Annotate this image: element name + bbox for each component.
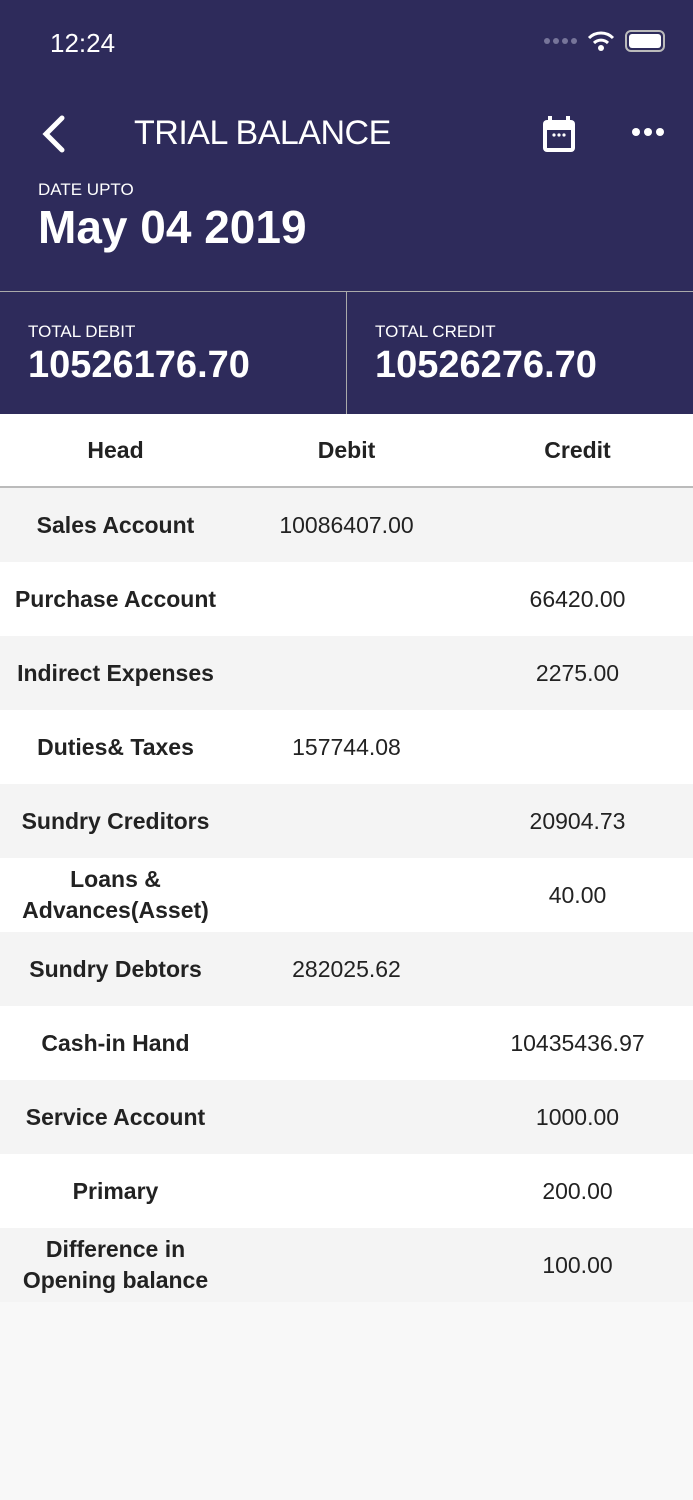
table-row[interactable]: Difference in Opening balance 100.00 [0, 1228, 693, 1302]
cell-head: Sundry Creditors [21, 807, 210, 834]
total-debit-value: 10526176.70 [28, 344, 250, 386]
table-row[interactable]: Primary 200.00 [0, 1154, 693, 1228]
battery-icon [625, 30, 665, 52]
app-header: 12:24 TRIAL BALANCE DATE UPTO May 04 201… [0, 0, 693, 414]
cell-head: Service Account [25, 1103, 206, 1130]
table-row[interactable]: Service Account 1000.00 [0, 1080, 693, 1154]
cell-credit: 20904.73 [529, 807, 626, 834]
table-header: Head Debit Credit [0, 414, 693, 488]
cell-credit: 66420.00 [529, 585, 626, 612]
cell-head: Primary [72, 1177, 159, 1204]
table-body: Sales Account 10086407.00 Purchase Account… [0, 488, 693, 1302]
table-row[interactable]: Sales Account 10086407.00 [0, 488, 693, 562]
cell-head: Sales Account [36, 511, 195, 538]
signal-icon [544, 38, 577, 44]
cell-head: Duties& Taxes [37, 733, 194, 760]
status-time: 12:24 [50, 28, 116, 58]
cell-head: Loans & Advances(Asset) [22, 866, 209, 923]
table-row[interactable]: Sundry Debtors 282025.62 [0, 932, 693, 1006]
cell-head: Cash-in Hand [41, 1029, 190, 1056]
cell-head: Sundry Debtors [29, 955, 202, 982]
total-debit: TOTAL DEBIT 10526176.70 [0, 292, 346, 414]
page-title: TRIAL BALANCE [134, 114, 391, 152]
table-row[interactable]: Duties& Taxes 157744.08 [0, 710, 693, 784]
table-row[interactable]: Indirect Expenses 2275.00 [0, 636, 693, 710]
wifi-icon [587, 31, 615, 51]
cell-debit: 282025.62 [292, 955, 401, 982]
cell-credit: 40.00 [548, 881, 607, 908]
cell-head: Purchase Account [14, 585, 217, 612]
back-icon[interactable] [36, 112, 76, 156]
cell-debit: 10086407.00 [279, 511, 414, 538]
date-upto-value[interactable]: May 04 2019 [38, 201, 307, 253]
table-row[interactable]: Cash-in Hand 10435436.97 [0, 1006, 693, 1080]
date-label: DATE UPTO [38, 180, 134, 199]
total-credit-label: TOTAL CREDIT [375, 322, 496, 341]
cell-credit: 1000.00 [535, 1103, 620, 1130]
cell-head: Indirect Expenses [17, 659, 214, 686]
cell-credit: 200.00 [542, 1177, 613, 1204]
cell-debit: 157744.08 [292, 733, 401, 760]
calendar-icon[interactable] [540, 114, 578, 154]
total-debit-label: TOTAL DEBIT [28, 322, 136, 341]
cell-head: Difference in Opening balance [22, 1236, 209, 1293]
column-head: Head [87, 436, 144, 463]
cell-credit: 10435436.97 [510, 1029, 645, 1056]
total-credit-value: 10526276.70 [375, 344, 597, 386]
column-credit: Credit [544, 436, 611, 463]
table-row[interactable]: Sundry Creditors 20904.73 [0, 784, 693, 858]
table-row[interactable]: Loans & Advances(Asset) 40.00 [0, 858, 693, 932]
totals-panel: TOTAL DEBIT 10526176.70 TOTAL CREDIT 105… [0, 291, 693, 414]
column-debit: Debit [317, 436, 376, 463]
cell-credit: 100.00 [542, 1251, 613, 1278]
status-icons [544, 30, 665, 52]
total-credit: TOTAL CREDIT 10526276.70 [346, 292, 693, 414]
more-options-icon[interactable] [632, 128, 664, 136]
cell-credit: 2275.00 [535, 659, 620, 686]
table-row[interactable]: Purchase Account 66420.00 [0, 562, 693, 636]
